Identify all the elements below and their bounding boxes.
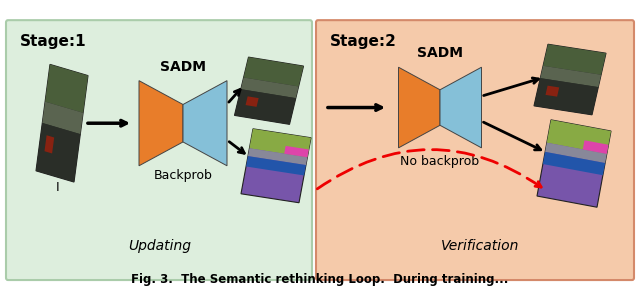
Polygon shape	[45, 64, 88, 113]
FancyBboxPatch shape	[6, 20, 312, 280]
Polygon shape	[399, 67, 440, 148]
Polygon shape	[139, 81, 183, 166]
Polygon shape	[234, 57, 303, 124]
Text: Verification: Verification	[441, 239, 519, 253]
Text: Backprob: Backprob	[154, 169, 212, 182]
Polygon shape	[234, 89, 296, 124]
Polygon shape	[545, 143, 607, 163]
Text: Updating: Updating	[129, 239, 191, 253]
Polygon shape	[534, 44, 606, 115]
Polygon shape	[545, 86, 559, 97]
Text: Fig. 3.  The Semantic rethinking Loop.  During training...: Fig. 3. The Semantic rethinking Loop. Du…	[131, 273, 509, 286]
Polygon shape	[284, 146, 309, 157]
Polygon shape	[543, 152, 605, 175]
Text: SADM: SADM	[160, 60, 206, 74]
Polygon shape	[534, 78, 598, 115]
Polygon shape	[244, 57, 303, 86]
Polygon shape	[248, 148, 307, 165]
Polygon shape	[250, 129, 311, 157]
Polygon shape	[36, 123, 80, 182]
Polygon shape	[241, 129, 311, 203]
Text: Stage:2: Stage:2	[330, 34, 397, 49]
Polygon shape	[183, 81, 227, 166]
Polygon shape	[45, 135, 54, 153]
Polygon shape	[241, 77, 299, 98]
Text: Stage:1: Stage:1	[20, 34, 86, 49]
Polygon shape	[42, 102, 83, 134]
Text: No backprob: No backprob	[401, 155, 479, 168]
Polygon shape	[36, 64, 88, 182]
Polygon shape	[543, 44, 606, 75]
Polygon shape	[246, 156, 306, 175]
Text: I: I	[56, 181, 60, 194]
Polygon shape	[440, 67, 481, 148]
Polygon shape	[246, 96, 259, 107]
FancyBboxPatch shape	[316, 20, 634, 280]
Polygon shape	[583, 140, 609, 154]
Polygon shape	[547, 120, 611, 154]
Text: SADM: SADM	[417, 47, 463, 60]
Polygon shape	[540, 66, 601, 87]
Polygon shape	[537, 120, 611, 207]
